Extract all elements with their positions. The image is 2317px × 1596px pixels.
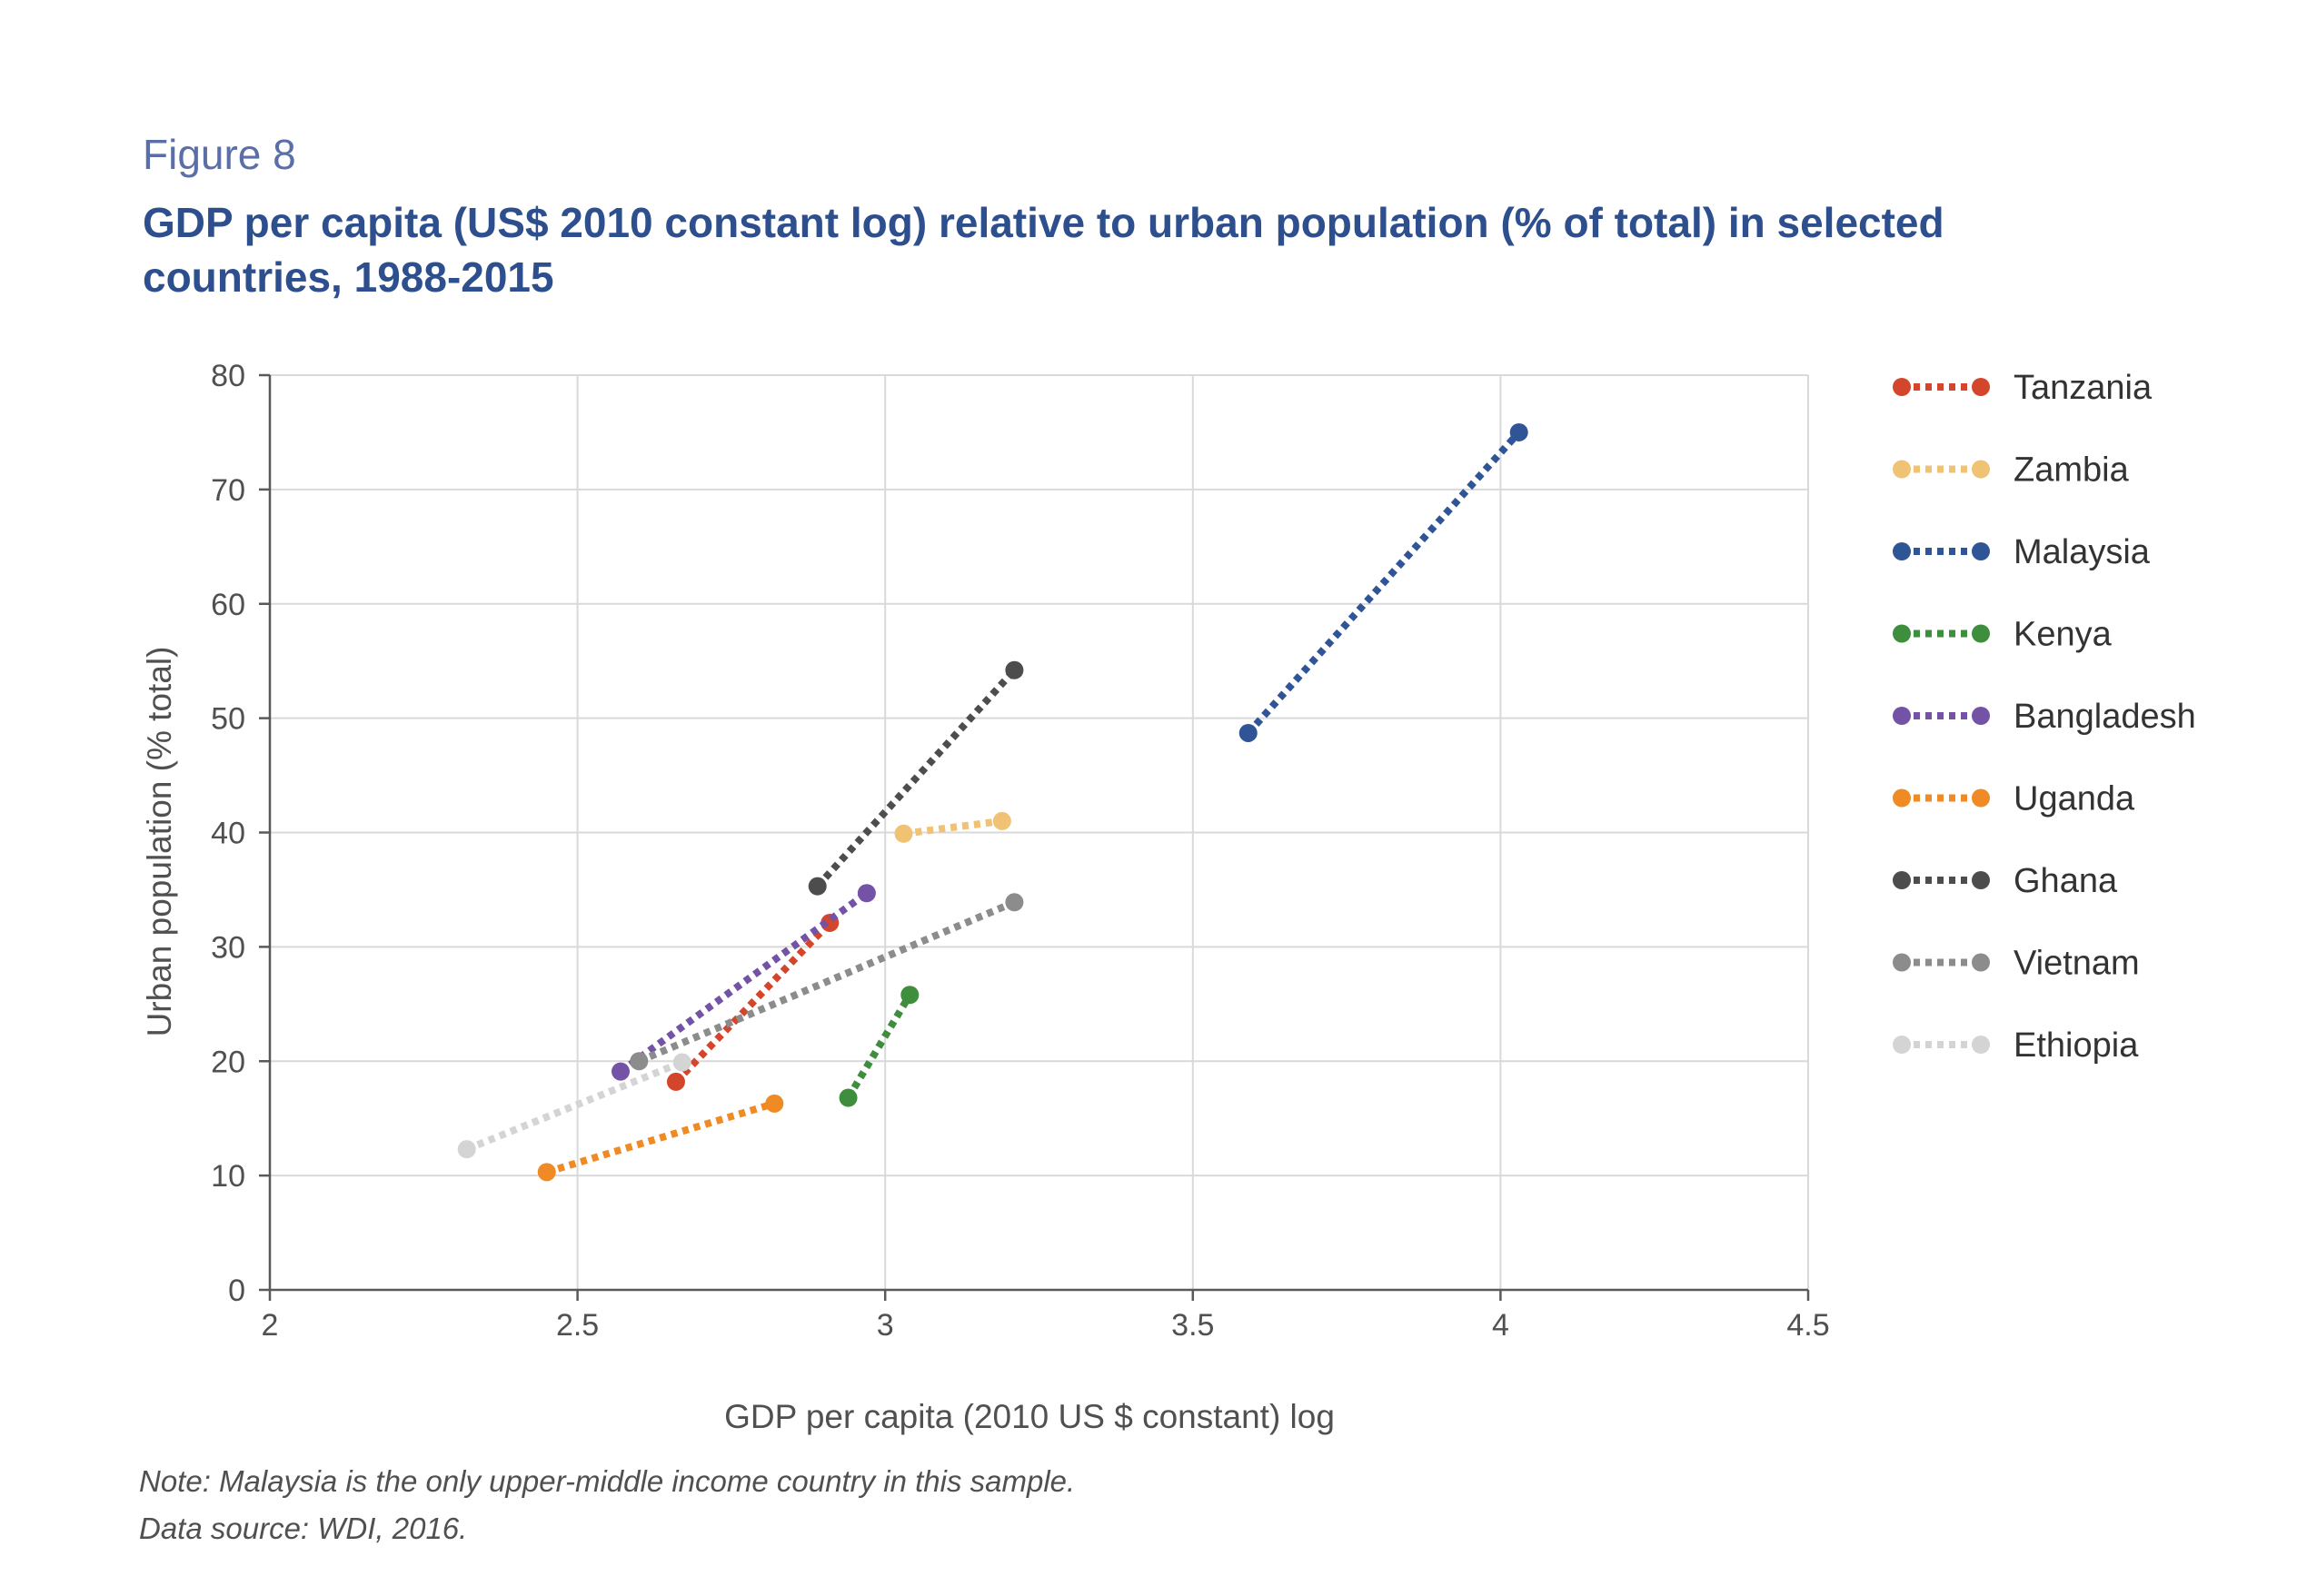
y-tick-label: 50: [211, 702, 245, 737]
y-tick-label: 40: [211, 817, 245, 851]
legend-label: Ghana: [2014, 862, 2118, 900]
legend: Tanzania Zambia Malaysia Kenya Bangladesh Uga…: [1893, 369, 2196, 1065]
x-tick-label: 4.5: [1786, 1308, 1829, 1343]
legend-swatch-dot: [1893, 788, 1911, 808]
legend-swatch-dot: [1972, 788, 1990, 808]
data-point: [1005, 660, 1024, 679]
series-uganda: [537, 1094, 784, 1182]
legend-item-vietnam: Vietnam: [1893, 945, 2140, 983]
series-line: [903, 817, 1003, 838]
series-line: [814, 668, 1018, 889]
legend-item-malaysia: Malaysia: [1893, 533, 2151, 571]
legend-label: Malaysia: [2014, 533, 2151, 571]
series-ethiopia: [457, 1053, 691, 1159]
data-point: [612, 1062, 631, 1081]
legend-swatch-dot: [1893, 871, 1911, 889]
x-tick-label: 3: [877, 1308, 894, 1343]
x-tick-label: 4: [1492, 1308, 1509, 1343]
data-point: [1238, 723, 1258, 742]
data-point: [894, 824, 913, 843]
legend-swatch-dot: [1972, 707, 1990, 725]
legend-item-ghana: Ghana: [1893, 862, 2118, 900]
legend-label: Kenya: [2014, 616, 2113, 654]
data-point: [1509, 422, 1528, 441]
legend-item-ethiopia: Ethiopia: [1893, 1026, 2139, 1065]
y-tick-label: 30: [211, 930, 245, 965]
data-point: [992, 811, 1011, 830]
legend-swatch-dot: [1972, 1036, 1990, 1054]
x-tick-labels: 2 2.5 3 3.5 4 4.5: [262, 1308, 1830, 1343]
legend-swatch-dot: [1972, 953, 1990, 972]
series-line: [545, 1099, 776, 1176]
legend-swatch-dot: [1972, 624, 1990, 643]
series-zambia: [894, 811, 1011, 843]
legend-item-bangladesh: Bangladesh: [1893, 698, 2196, 736]
legend-item-tanzania: Tanzania: [1893, 369, 2153, 407]
legend-label: Uganda: [2014, 780, 2135, 818]
legend-swatch-dot: [1893, 460, 1911, 479]
x-tick-label: 3.5: [1171, 1308, 1214, 1343]
legend-swatch-dot: [1972, 378, 1990, 396]
legend-swatch-dot: [1972, 460, 1990, 479]
chart-title: GDP per capita (US$ 2010 constant log) r…: [143, 199, 1944, 301]
series-line: [465, 1058, 684, 1153]
series-line: [1245, 430, 1522, 736]
series-kenya: [839, 986, 920, 1107]
legend-label: Tanzania: [2014, 369, 2153, 407]
series-line: [618, 889, 870, 1075]
chart-note: Note: Malaysia is the only upper-middle …: [139, 1464, 1076, 1498]
data-source-note: Data source: WDI, 2016.: [139, 1512, 468, 1545]
legend-label: Ethiopia: [2014, 1026, 2139, 1065]
series-line: [673, 920, 833, 1085]
y-tick-label: 20: [211, 1045, 245, 1079]
series-vietnam: [630, 893, 1024, 1071]
legend-swatch-dot: [1893, 1036, 1911, 1054]
x-axis-title: GDP per capita (2010 US $ constant) log: [724, 1398, 1335, 1435]
data-point: [1005, 893, 1024, 912]
x-tick-label: 2.5: [556, 1308, 599, 1343]
series-tanzania: [666, 913, 840, 1091]
legend-label: Bangladesh: [2014, 698, 2196, 736]
gridlines: [270, 374, 1809, 1290]
y-tick-label: 60: [211, 588, 245, 622]
legend-swatch-dot: [1893, 707, 1911, 725]
legend-swatch-dot: [1972, 871, 1990, 889]
y-axis-title: Urban population (% total): [141, 647, 178, 1037]
y-tick-labels: 0 10 20 30 40 50 60 70 80: [211, 359, 245, 1308]
axes: [259, 373, 1810, 1301]
series-layer: [457, 422, 1528, 1182]
series-ghana: [808, 660, 1024, 896]
series-bangladesh: [612, 884, 876, 1081]
legend-swatch-dot: [1972, 542, 1990, 560]
legend-swatch-dot: [1893, 542, 1911, 560]
series-line: [637, 898, 1016, 1065]
data-point: [900, 986, 920, 1005]
legend-swatch-dot: [1893, 953, 1911, 972]
legend-item-uganda: Uganda: [1893, 780, 2135, 818]
data-point: [765, 1094, 784, 1113]
legend-swatch-dot: [1893, 378, 1911, 396]
y-tick-label: 80: [211, 359, 245, 393]
legend-label: Vietnam: [2014, 945, 2140, 983]
series-line: [845, 993, 913, 1100]
data-point: [630, 1052, 649, 1071]
data-point: [666, 1072, 685, 1091]
data-point: [808, 877, 827, 896]
data-point: [672, 1053, 691, 1072]
y-tick-label: 0: [228, 1274, 245, 1308]
data-point: [857, 884, 876, 903]
data-point: [839, 1088, 858, 1107]
data-point: [457, 1140, 476, 1159]
data-point: [537, 1163, 556, 1182]
figure-label: Figure 8: [143, 131, 296, 178]
y-tick-label: 70: [211, 473, 245, 508]
legend-swatch-dot: [1893, 624, 1911, 643]
y-tick-label: 10: [211, 1159, 245, 1194]
legend-label: Zambia: [2014, 451, 2130, 490]
legend-item-zambia: Zambia: [1893, 451, 2130, 490]
x-tick-label: 2: [262, 1308, 279, 1343]
legend-item-kenya: Kenya: [1893, 616, 2113, 654]
series-malaysia: [1238, 422, 1528, 742]
